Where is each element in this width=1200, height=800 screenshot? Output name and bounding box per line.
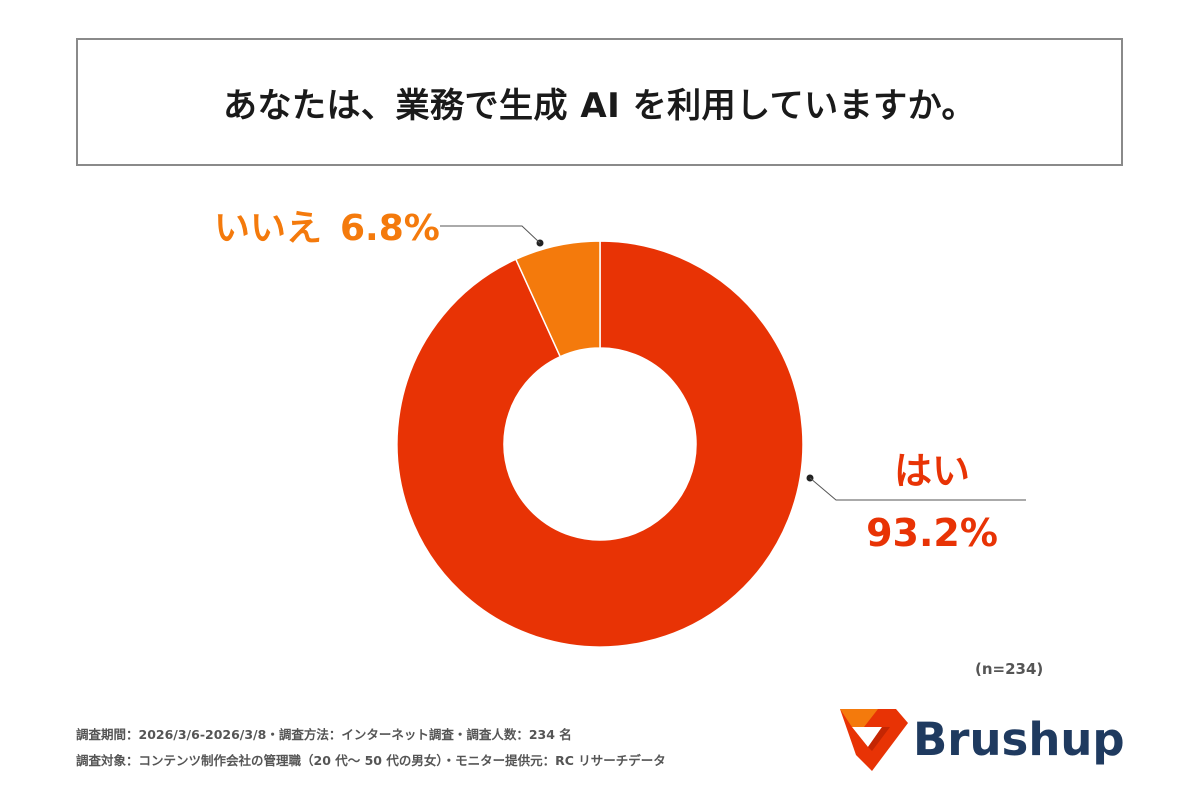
- label-no: いいえ: [214, 208, 322, 249]
- leader-line-no: [440, 225, 541, 244]
- value-no: 6.8%: [340, 208, 440, 249]
- chart-title: あなたは、業務で生成 AI を利用していますか。: [223, 85, 976, 126]
- value-yes: 93.2%: [866, 511, 998, 555]
- title-box: あなたは、業務で生成 AI を利用していますか。: [76, 38, 1123, 166]
- sample-size-label: (n=234): [975, 660, 1044, 678]
- survey-footnotes: 調査期間：2026/3/6-2026/3/8・調査方法：インターネット調査・調査…: [76, 722, 666, 774]
- slice-no: [514, 240, 601, 358]
- brushup-logo-text: Brushup: [913, 713, 1125, 766]
- footnote-line-1: 調査期間：2026/3/6-2026/3/8・調査方法：インターネット調査・調査…: [76, 727, 572, 742]
- slice-yes: [396, 240, 804, 648]
- footnote-line-2: 調査対象：コンテンツ制作会社の管理職（20 代〜 50 代の男女）・モニター提供…: [76, 753, 666, 768]
- brushup-logo-icon: [840, 709, 908, 771]
- leader-line-yes: [809, 477, 1026, 501]
- brushup-logo: Brushup: [838, 705, 1128, 777]
- label-yes: はい: [894, 449, 970, 493]
